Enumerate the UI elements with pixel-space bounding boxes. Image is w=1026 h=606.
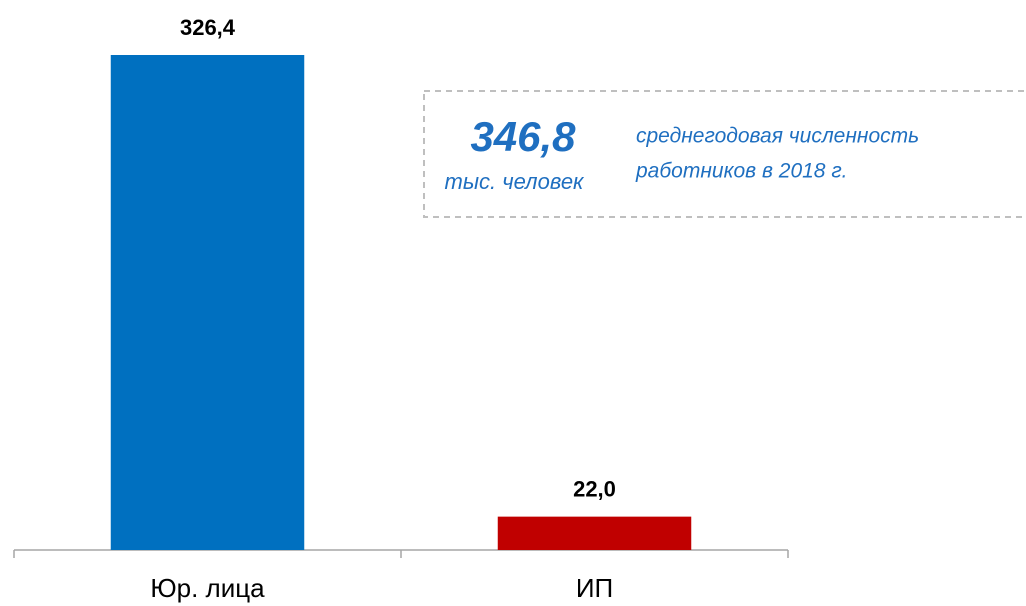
- bar: [497, 516, 692, 550]
- bar: [110, 55, 305, 550]
- annotation-value: 346,8: [470, 113, 576, 160]
- x-tick-label: ИП: [576, 573, 613, 603]
- annotation-text: работников в 2018 г.: [635, 160, 848, 183]
- data-label: 22,0: [573, 476, 616, 501]
- annotation-unit: тыс. человек: [445, 169, 586, 194]
- annotation-text: среднегодовая численность: [636, 125, 919, 148]
- annotation-box: [423, 90, 1026, 218]
- data-label: 326,4: [180, 15, 236, 40]
- x-tick-label: Юр. лица: [150, 573, 265, 603]
